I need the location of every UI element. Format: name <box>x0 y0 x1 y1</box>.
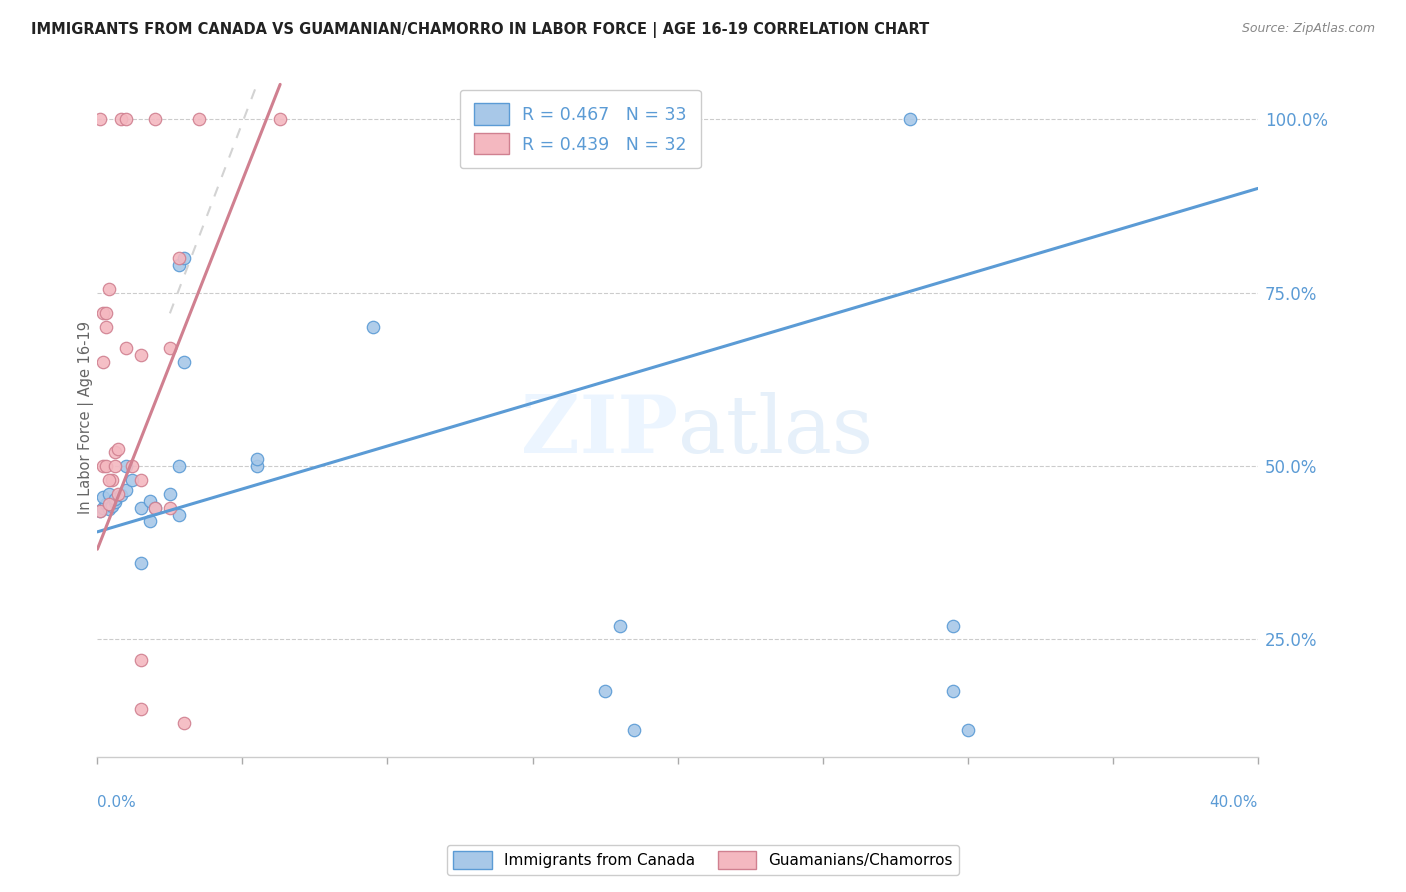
Point <box>956 723 979 737</box>
Point <box>89 504 111 518</box>
Point <box>107 442 129 456</box>
Point <box>898 112 921 126</box>
Point <box>91 500 114 515</box>
Point <box>115 483 138 498</box>
Point <box>159 341 181 355</box>
Point <box>91 458 114 473</box>
Point <box>91 490 114 504</box>
Point <box>104 492 127 507</box>
Point <box>942 684 965 698</box>
Point <box>269 112 291 126</box>
Point <box>173 715 195 730</box>
Y-axis label: In Labor Force | Age 16-19: In Labor Force | Age 16-19 <box>79 321 94 514</box>
Point <box>94 497 117 511</box>
Point <box>609 618 631 632</box>
Point <box>145 500 167 515</box>
Point <box>593 684 616 698</box>
Point <box>110 112 132 126</box>
Point <box>98 502 121 516</box>
Point <box>121 458 143 473</box>
Point <box>121 473 143 487</box>
Point <box>159 486 181 500</box>
Point <box>101 473 124 487</box>
Point <box>187 112 209 126</box>
Point <box>167 251 190 265</box>
Point <box>101 499 124 513</box>
Legend: Immigrants from Canada, Guamanians/Chamorros: Immigrants from Canada, Guamanians/Chamo… <box>447 845 959 875</box>
Point <box>129 348 152 362</box>
Text: Source: ZipAtlas.com: Source: ZipAtlas.com <box>1241 22 1375 36</box>
Point <box>129 556 152 570</box>
Point <box>107 486 129 500</box>
Point <box>94 306 117 320</box>
Point <box>98 282 121 296</box>
Point <box>94 320 117 334</box>
Point <box>167 508 190 522</box>
Point <box>159 500 181 515</box>
Point <box>129 702 152 716</box>
Point <box>98 473 121 487</box>
Point <box>89 112 111 126</box>
Point <box>246 452 269 467</box>
Text: 40.0%: 40.0% <box>1209 795 1258 810</box>
Point <box>138 515 160 529</box>
Point <box>89 504 111 518</box>
Point <box>115 112 138 126</box>
Point <box>942 618 965 632</box>
Text: ZIP: ZIP <box>520 392 678 470</box>
Point <box>115 341 138 355</box>
Point <box>173 251 195 265</box>
Point <box>145 112 167 126</box>
Text: atlas: atlas <box>678 392 873 470</box>
Point <box>98 486 121 500</box>
Point <box>145 500 167 515</box>
Point <box>173 355 195 369</box>
Point <box>98 497 121 511</box>
Point <box>361 320 384 334</box>
Point <box>94 458 117 473</box>
Point <box>246 458 269 473</box>
Point <box>104 458 127 473</box>
Text: IMMIGRANTS FROM CANADA VS GUAMANIAN/CHAMORRO IN LABOR FORCE | AGE 16-19 CORRELAT: IMMIGRANTS FROM CANADA VS GUAMANIAN/CHAM… <box>31 22 929 38</box>
Point <box>129 653 152 667</box>
Point <box>104 495 127 509</box>
Point <box>104 445 127 459</box>
Point <box>138 493 160 508</box>
Legend: R = 0.467   N = 33, R = 0.439   N = 32: R = 0.467 N = 33, R = 0.439 N = 32 <box>460 89 700 169</box>
Point <box>129 473 152 487</box>
Point <box>167 258 190 272</box>
Point <box>115 458 138 473</box>
Point <box>129 500 152 515</box>
Point <box>91 306 114 320</box>
Point <box>110 488 132 502</box>
Text: 0.0%: 0.0% <box>97 795 136 810</box>
Point <box>623 723 645 737</box>
Point <box>91 355 114 369</box>
Point <box>167 458 190 473</box>
